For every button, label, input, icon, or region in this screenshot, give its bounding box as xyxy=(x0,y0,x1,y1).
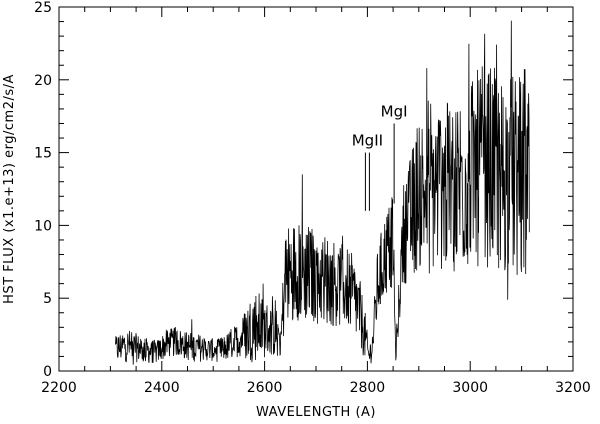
spectrum-line xyxy=(115,20,530,365)
x-tick-label: 3000 xyxy=(452,380,488,396)
y-tick-label: 5 xyxy=(43,291,52,307)
x-tick-label: 2800 xyxy=(350,380,386,396)
y-tick-label: 25 xyxy=(34,0,52,16)
axis-tick-labels: 2200 2400 2600 2800 3000 3200 0 5 10 15 20 25 xyxy=(34,0,591,396)
annotation-label-mgii: MgII xyxy=(352,132,383,150)
axis-ticks xyxy=(58,6,574,372)
y-tick-label: 20 xyxy=(34,73,52,89)
y-tick-label: 15 xyxy=(34,146,52,162)
plot-frame xyxy=(58,6,574,372)
annotation-label-mgi: MgI xyxy=(381,102,408,120)
y-tick-label: 0 xyxy=(43,364,52,380)
x-tick-label: 2200 xyxy=(41,380,77,396)
y-tick-label: 10 xyxy=(34,218,52,234)
line-annotations: MgII MgI xyxy=(352,102,408,211)
x-axis-title: WAVELENGTH (A) xyxy=(256,405,376,420)
x-tick-label: 2400 xyxy=(144,380,180,396)
x-tick-label: 3200 xyxy=(555,380,591,396)
y-axis-title: HST FLUX (x1.e+13) erg/cm2/s/A xyxy=(2,74,17,304)
x-tick-label: 2600 xyxy=(247,380,283,396)
